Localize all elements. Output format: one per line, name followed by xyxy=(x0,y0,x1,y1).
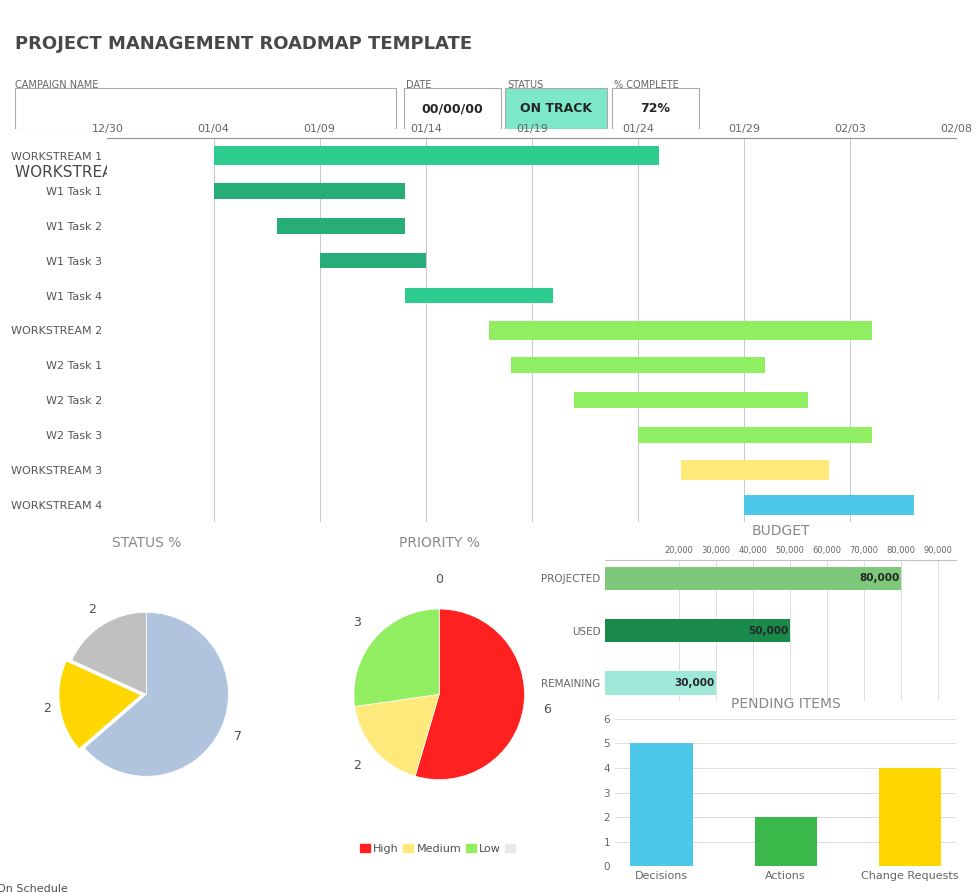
Text: 0: 0 xyxy=(435,573,443,586)
Text: 6: 6 xyxy=(544,704,551,716)
Text: 2: 2 xyxy=(43,702,51,715)
Text: DATE: DATE xyxy=(406,80,431,90)
Wedge shape xyxy=(355,695,439,776)
Wedge shape xyxy=(72,613,146,695)
Text: 50,000: 50,000 xyxy=(748,626,789,636)
Bar xyxy=(574,392,808,408)
Wedge shape xyxy=(415,609,524,780)
FancyBboxPatch shape xyxy=(506,88,607,129)
Bar xyxy=(605,567,901,590)
Bar xyxy=(630,743,693,866)
Title: BUDGET: BUDGET xyxy=(752,524,810,538)
Legend: On Schedule, Needs Attention, Delayed: On Schedule, Needs Attention, Delayed xyxy=(0,880,91,893)
Wedge shape xyxy=(354,609,439,706)
Text: WORKSTREAM TIMELINE: WORKSTREAM TIMELINE xyxy=(15,165,201,180)
Text: PROJECT MANAGEMENT ROADMAP TEMPLATE: PROJECT MANAGEMENT ROADMAP TEMPLATE xyxy=(15,35,471,53)
Bar xyxy=(605,672,716,695)
Text: 72%: 72% xyxy=(640,103,671,115)
Bar xyxy=(214,146,660,165)
Text: 7: 7 xyxy=(234,730,242,743)
Legend: High, Medium, Low, : High, Medium, Low, xyxy=(355,839,523,858)
Wedge shape xyxy=(59,661,141,748)
Bar xyxy=(605,619,790,642)
Bar xyxy=(754,817,817,866)
Text: 2: 2 xyxy=(88,603,96,616)
Title: PRIORITY %: PRIORITY % xyxy=(399,536,479,549)
Bar xyxy=(638,427,872,443)
Bar xyxy=(745,496,915,514)
Bar xyxy=(510,357,765,373)
Bar xyxy=(405,288,553,304)
Text: 3: 3 xyxy=(352,616,360,630)
Text: 80,000: 80,000 xyxy=(859,573,899,583)
FancyBboxPatch shape xyxy=(404,88,501,129)
Text: STATUS: STATUS xyxy=(508,80,544,90)
Bar xyxy=(490,321,872,340)
Text: 30,000: 30,000 xyxy=(674,678,714,688)
Bar xyxy=(277,218,405,234)
Text: CAMPAIGN NAME: CAMPAIGN NAME xyxy=(15,80,98,90)
Bar xyxy=(320,253,426,269)
Text: 2: 2 xyxy=(352,759,360,772)
Text: % COMPLETE: % COMPLETE xyxy=(614,80,678,90)
Bar xyxy=(878,768,941,866)
Bar xyxy=(214,183,405,198)
Text: 00/00/00: 00/00/00 xyxy=(422,103,483,115)
Text: ON TRACK: ON TRACK xyxy=(519,103,591,115)
Title: STATUS %: STATUS % xyxy=(111,536,182,549)
Wedge shape xyxy=(85,613,228,776)
Title: PENDING ITEMS: PENDING ITEMS xyxy=(731,697,840,711)
FancyBboxPatch shape xyxy=(15,88,396,129)
FancyBboxPatch shape xyxy=(612,88,699,129)
Bar xyxy=(680,461,830,480)
